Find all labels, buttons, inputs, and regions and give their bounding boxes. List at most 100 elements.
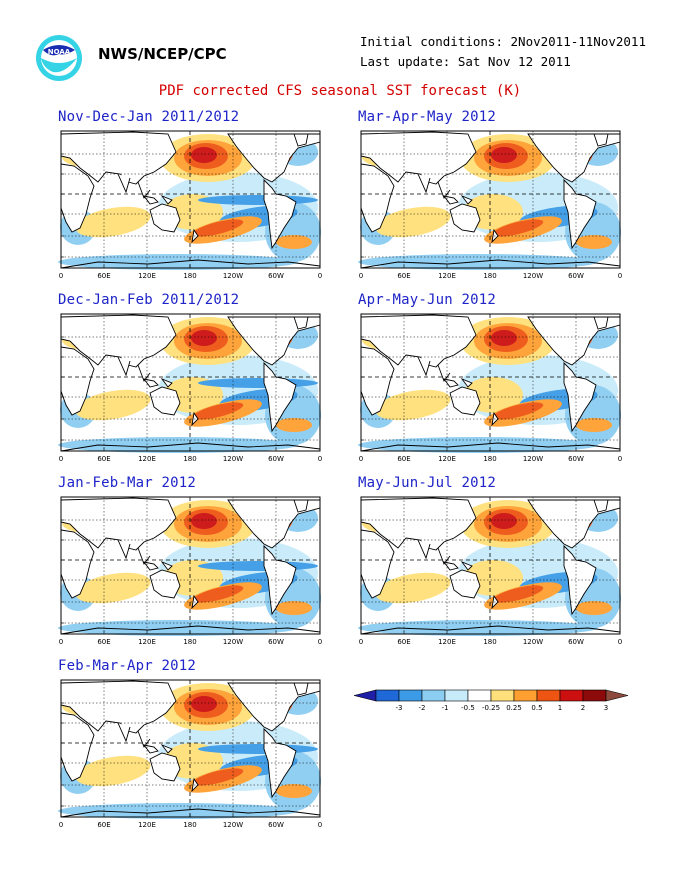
- lon-tick-label: 0: [318, 638, 322, 646]
- forecast-panel: Feb-Mar-Apr 2012 80N40N20NEQ20S40S60S060…: [58, 658, 328, 836]
- colorbar-label: -2: [419, 704, 426, 712]
- last-update: Last update: Sat Nov 12 2011: [360, 54, 571, 69]
- lat-tick-label: 60S: [358, 254, 359, 262]
- lon-tick-label: 120E: [138, 821, 156, 829]
- lon-tick-label: 60W: [568, 638, 584, 646]
- lat-tick-label: 60S: [58, 803, 59, 811]
- panel-title: Jan-Feb-Mar 2012: [58, 475, 197, 491]
- colorbar-swatch: [559, 689, 584, 702]
- lon-tick-label: 60E: [97, 821, 110, 829]
- lon-tick-label: 0: [318, 272, 322, 280]
- forecast-panel: Nov-Dec-Jan 2011/2012 80N40N20NEQ20S40S6…: [58, 109, 328, 287]
- colorbar-swatch: [536, 689, 561, 702]
- colorbar-swatch: [467, 689, 492, 702]
- panel-title: Nov-Dec-Jan 2011/2012: [58, 109, 240, 125]
- colorbar-swatch: [490, 689, 515, 702]
- sst-map: 80N40N20NEQ20S40S60S060E120E180120W60W0: [58, 496, 322, 646]
- lat-tick-label: 40S: [58, 416, 59, 424]
- lat-tick-label: 60S: [358, 437, 359, 445]
- lat-tick-label: 60S: [58, 620, 59, 628]
- lon-tick-label: 0: [59, 821, 63, 829]
- sst-map: 80N40N20NEQ20S40S60S060E120E180120W60W0: [358, 496, 622, 646]
- lat-tick-label: 20S: [358, 394, 359, 402]
- lon-tick-label: 0: [318, 821, 322, 829]
- lon-tick-label: 60W: [268, 821, 284, 829]
- lat-tick-label: 20S: [58, 211, 59, 219]
- forecast-panel: Dec-Jan-Feb 2011/2012 80N40N20NEQ20S40S6…: [58, 292, 328, 470]
- lon-tick-label: 120W: [223, 455, 243, 463]
- lat-tick-label: 40S: [58, 782, 59, 790]
- lat-tick-label: 60S: [58, 254, 59, 262]
- lon-tick-label: 60E: [397, 272, 410, 280]
- lat-tick-label: 40S: [358, 233, 359, 241]
- lon-tick-label: 0: [59, 638, 63, 646]
- panel-title: Feb-Mar-Apr 2012: [58, 658, 197, 674]
- lat-tick-label: 40S: [358, 599, 359, 607]
- sst-map: 80N40N20NEQ20S40S60S060E120E180120W60W0: [358, 313, 622, 463]
- colorbar-label: -0.25: [482, 704, 500, 712]
- lon-tick-label: 120E: [138, 455, 156, 463]
- forecast-panel: May-Jun-Jul 2012 80N40N20NEQ20S40S60S060…: [358, 475, 628, 653]
- lon-tick-label: 0: [618, 455, 622, 463]
- lat-tick-label: 60S: [358, 620, 359, 628]
- panel-title: Dec-Jan-Feb 2011/2012: [58, 292, 240, 308]
- lon-tick-label: 0: [618, 272, 622, 280]
- lon-tick-label: 120W: [523, 455, 543, 463]
- lon-tick-label: 120W: [523, 638, 543, 646]
- colorbar-swatch: [582, 689, 607, 702]
- org-name: NWS/NCEP/CPC: [98, 45, 227, 63]
- lat-tick-label: 60S: [58, 437, 59, 445]
- lon-tick-label: 120E: [138, 272, 156, 280]
- lon-tick-label: 180: [483, 272, 496, 280]
- lon-tick-label: 120E: [138, 638, 156, 646]
- colorbar-label: 3: [604, 704, 608, 712]
- lat-tick-label: 20S: [58, 760, 59, 768]
- colorbar-label: -1: [442, 704, 449, 712]
- noaa-logo: NOAA: [36, 35, 82, 81]
- colorbar-swatch: [353, 689, 377, 702]
- lat-tick-label: 40S: [358, 416, 359, 424]
- lon-tick-label: 60E: [97, 455, 110, 463]
- figure-title: PDF corrected CFS seasonal SST forecast …: [158, 83, 522, 99]
- lat-tick-label: 40S: [58, 233, 59, 241]
- color-bar: -3 -2 -1 -0.5 -0.25 0.25 0.5 1 2 3: [353, 689, 629, 712]
- lon-tick-label: 0: [59, 455, 63, 463]
- lat-tick-label: 20S: [358, 577, 359, 585]
- sst-map: 80N40N20NEQ20S40S60S060E120E180120W60W0: [358, 130, 622, 280]
- colorbar-label: 0.25: [506, 704, 522, 712]
- lon-tick-label: 60E: [397, 455, 410, 463]
- sst-map: 80N40N20NEQ20S40S60S060E120E180120W60W0: [58, 679, 322, 829]
- lon-tick-label: 120W: [223, 272, 243, 280]
- sst-map: 80N40N20NEQ20S40S60S060E120E180120W60W0: [58, 313, 322, 463]
- lon-tick-label: 0: [318, 455, 322, 463]
- lon-tick-label: 0: [359, 455, 363, 463]
- lat-tick-label: 20S: [58, 577, 59, 585]
- lon-tick-label: 180: [483, 638, 496, 646]
- lon-tick-label: 120W: [223, 638, 243, 646]
- colorbar-label: -0.5: [461, 704, 475, 712]
- sst-map: 80N40N20NEQ20S40S60S060E120E180120W60W0: [58, 130, 322, 280]
- lon-tick-label: 120E: [438, 272, 456, 280]
- lon-tick-label: 60E: [97, 272, 110, 280]
- colorbar-swatch: [513, 689, 538, 702]
- panel-title: Mar-Apr-May 2012: [358, 109, 497, 125]
- lon-tick-label: 180: [183, 821, 196, 829]
- lon-tick-label: 120W: [523, 272, 543, 280]
- panel-title: Apr-May-Jun 2012: [358, 292, 497, 308]
- lon-tick-label: 60W: [568, 455, 584, 463]
- lon-tick-label: 0: [359, 272, 363, 280]
- forecast-panel: Mar-Apr-May 2012 80N40N20NEQ20S40S60S060…: [358, 109, 628, 287]
- lon-tick-label: 180: [483, 455, 496, 463]
- colorbar-swatch: [421, 689, 446, 702]
- lon-tick-label: 180: [183, 455, 196, 463]
- forecast-panel: Jan-Feb-Mar 2012 80N40N20NEQ20S40S60S060…: [58, 475, 328, 653]
- lat-tick-label: 20S: [58, 394, 59, 402]
- svg-text:NOAA: NOAA: [48, 48, 71, 56]
- colorbar-label: 2: [581, 704, 585, 712]
- colorbar-swatch: [375, 689, 400, 702]
- lon-tick-label: 0: [359, 638, 363, 646]
- lat-tick-label: 40S: [58, 599, 59, 607]
- lon-tick-label: 120E: [438, 638, 456, 646]
- lon-tick-label: 60E: [97, 638, 110, 646]
- lon-tick-label: 120E: [438, 455, 456, 463]
